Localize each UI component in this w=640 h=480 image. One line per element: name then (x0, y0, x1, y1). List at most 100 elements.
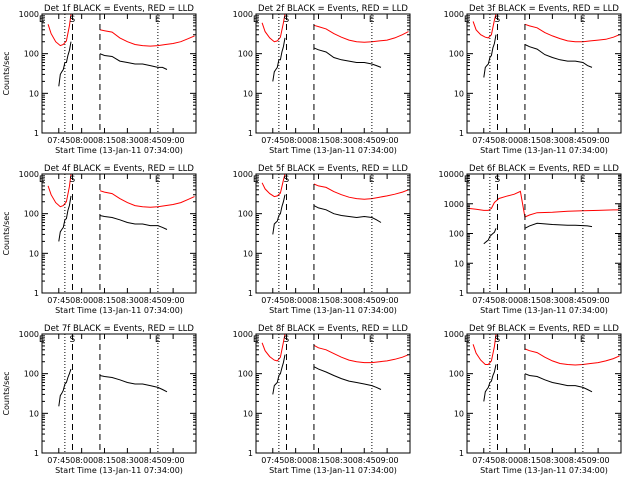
panel-title: Det 1f BLACK = Events, RED = LLD (44, 4, 194, 14)
x-tick-label: 08:30 (116, 456, 139, 465)
x-tick-label: 08:00 (70, 456, 93, 465)
x-tick-label: 09:00 (376, 296, 399, 305)
marker-label: S (283, 15, 289, 25)
x-tick-label: 08:45 (564, 456, 587, 465)
panel-title: Det 6f BLACK = Events, RED = LLD (469, 164, 619, 174)
x-tick-label: 07:45 (47, 456, 70, 465)
panel-title: Det 2f BLACK = Events, RED = LLD (258, 4, 408, 14)
x-tick-label: 08:30 (541, 296, 564, 305)
marker-label: S (69, 15, 75, 25)
marker-label: E (580, 335, 586, 345)
chart-panel-3: E S E 1 10 100 1000 07:45 08:00 08:15 08:30 08:45 09… (444, 4, 622, 155)
marker-label: E (155, 175, 161, 185)
marker-label: S (283, 175, 289, 185)
x-tick-label: 09:00 (162, 296, 185, 305)
x-tick-label: 08:15 (93, 136, 116, 145)
x-tick-label: 08:30 (330, 456, 353, 465)
y-tick-label: 1000 (233, 330, 253, 339)
x-tick-label: 08:15 (93, 296, 116, 305)
series-group (472, 14, 620, 78)
x-tick-label: 09:00 (376, 136, 399, 145)
plot-frame (41, 13, 197, 134)
x-tick-label: 08:15 (307, 296, 330, 305)
x-tick-label: 08:45 (139, 136, 162, 145)
y-tick-label: 1 (248, 129, 253, 138)
x-tick-label: 08:00 (495, 136, 518, 145)
x-tick-label: 07:45 (47, 136, 70, 145)
lld-series-line (524, 23, 620, 43)
y-axis-title: Counts/sec (2, 211, 11, 255)
x-tick-label: 08:00 (70, 296, 93, 305)
chart-panel-2: E S E 1 10 100 1000 07:45 08:00 08:15 08:30 08:45 09… (233, 4, 411, 155)
plot-frame (41, 333, 197, 454)
chart-panel-5: E S E 1 10 100 1000 07:45 08:00 08:15 08:30 08:45 09… (233, 164, 411, 315)
x-tick-label: 08:00 (495, 456, 518, 465)
x-tick-label: 09:00 (587, 296, 610, 305)
lld-series-line (99, 29, 195, 47)
x-axis-title: Start Time (13-Jan-11 07:34:00) (480, 306, 608, 315)
series-group (261, 174, 409, 235)
x-tick-label: 09:00 (587, 456, 610, 465)
marker-label: E (580, 15, 586, 25)
x-tick-label: 08:30 (116, 296, 139, 305)
x-tick-label: 08:00 (284, 456, 307, 465)
lld-series-line (313, 183, 409, 200)
x-tick-label: 08:00 (284, 136, 307, 145)
x-tick-label: 08:15 (518, 456, 541, 465)
events-series-line (272, 354, 286, 395)
x-tick-label: 08:45 (353, 456, 376, 465)
y-axis-ticks (42, 333, 196, 454)
x-axis-title: Start Time (13-Jan-11 07:34:00) (480, 466, 608, 475)
lld-series-line (47, 14, 72, 47)
events-series-line (524, 44, 593, 68)
x-tick-label: 07:45 (472, 296, 495, 305)
lld-series-line (261, 174, 286, 198)
y-tick-label: 10 (29, 89, 39, 98)
y-tick-label: 1 (459, 289, 464, 298)
y-tick-label: 1000 (444, 10, 464, 19)
y-tick-label: 1 (459, 449, 464, 458)
y-axis-ticks (256, 13, 410, 134)
events-series-line (483, 228, 497, 245)
x-tick-label: 07:45 (261, 296, 284, 305)
x-tick-label: 08:45 (564, 296, 587, 305)
y-tick-label: 10 (454, 409, 464, 418)
x-axis-title: Start Time (13-Jan-11 07:34:00) (55, 146, 183, 155)
marker-label: E (39, 175, 45, 185)
events-series-line (58, 368, 72, 407)
chart-panel-1: E S E 1 10 100 1000 07:45 08:00 08:15 08:30 08:45 09… (2, 4, 197, 155)
plot-frame (466, 333, 622, 454)
x-tick-label: 08:15 (518, 296, 541, 305)
y-tick-label: 100 (238, 50, 253, 59)
lld-series-line (99, 190, 195, 208)
x-tick-label: 08:30 (541, 456, 564, 465)
marker-label: E (155, 15, 161, 25)
y-tick-label: 100 (238, 370, 253, 379)
y-axis-ticks (467, 333, 621, 454)
x-tick-label: 08:45 (139, 456, 162, 465)
events-series-line (99, 375, 168, 393)
events-series-line (99, 215, 168, 230)
y-tick-label: 10 (454, 259, 464, 268)
y-axis-ticks (256, 333, 410, 454)
y-tick-label: 100 (449, 370, 464, 379)
y-axis-ticks (467, 13, 621, 134)
plot-frame (466, 173, 622, 294)
x-tick-label: 07:45 (261, 456, 284, 465)
marker-label: E (464, 15, 470, 25)
y-axis-ticks (467, 173, 621, 294)
y-tick-label: 1 (34, 129, 39, 138)
y-tick-label: 100 (24, 210, 39, 219)
x-axis-title: Start Time (13-Jan-11 07:34:00) (480, 146, 608, 155)
x-tick-label: 08:30 (116, 136, 139, 145)
y-tick-label: 1000 (19, 170, 39, 179)
y-tick-label: 100 (449, 230, 464, 239)
events-series-line (313, 205, 382, 223)
marker-label: E (155, 335, 161, 345)
x-tick-label: 09:00 (162, 456, 185, 465)
events-series-line (483, 34, 497, 78)
x-tick-label: 08:45 (353, 136, 376, 145)
y-axis-title: Counts/sec (2, 51, 11, 95)
series-group (58, 368, 168, 407)
